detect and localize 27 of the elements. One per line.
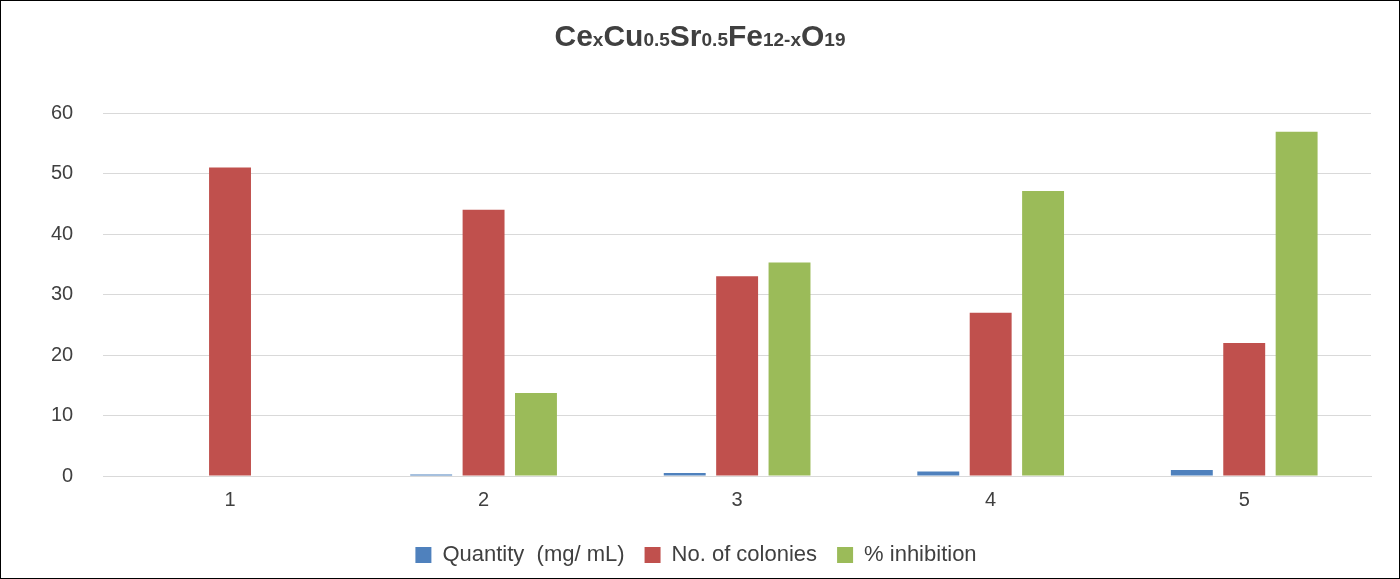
x-tick-label: 3 [731,487,743,510]
bar [1022,191,1065,476]
y-tick-label: 30 [51,282,74,305]
y-tick-label: 50 [51,161,74,184]
y-tick-label: 60 [51,100,74,123]
bar [663,472,706,476]
x-tick-label: 1 [224,487,236,510]
bar [768,262,811,476]
bar [1223,342,1266,476]
bar [716,276,759,476]
legend-label: No. of colonies [671,541,818,567]
y-tick-label: 10 [51,403,74,426]
bar [462,209,505,476]
y-tick-label: 20 [51,342,74,365]
legend-label: Quantity (mg/ mL) [442,541,625,567]
bar [1170,469,1213,476]
bar [515,393,557,476]
bar [1275,131,1318,476]
x-tick-label: 5 [1238,487,1250,510]
legend-label: % inhibition [864,541,977,567]
bar [209,167,251,476]
x-tick-label: 2 [478,487,490,510]
y-tick-label: 0 [62,463,74,486]
x-tick-label: 4 [985,487,997,510]
y-tick-label: 40 [51,221,74,244]
bar [969,312,1012,476]
bar [917,471,960,476]
